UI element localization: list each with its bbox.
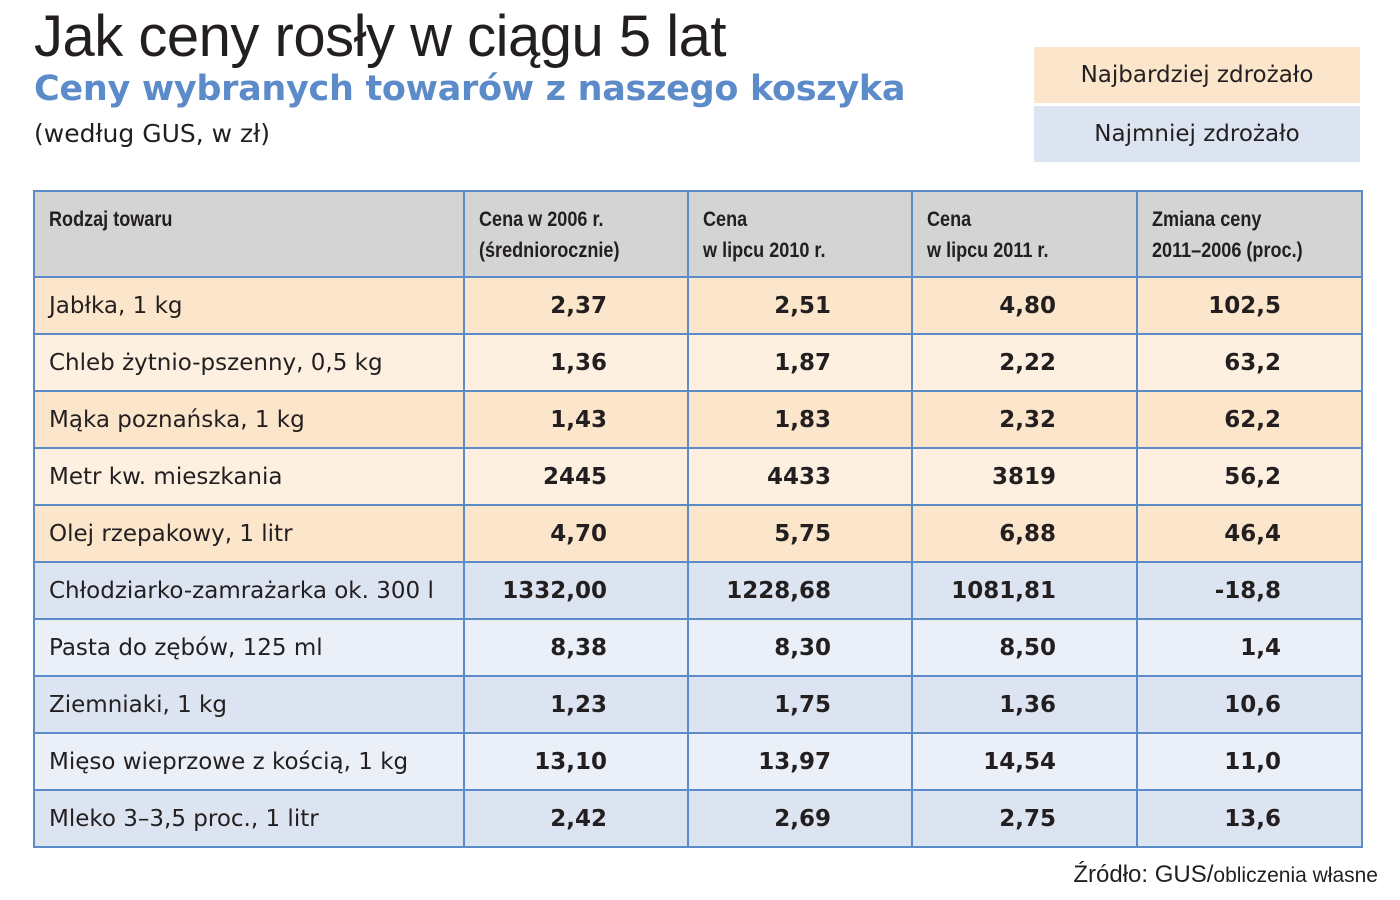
column-header: Zmiana ceny 2011–2006 (proc.) xyxy=(1136,190,1363,278)
legend-least-label: Najmniej zdrożało xyxy=(1094,121,1300,147)
price-table: Rodzaj towaru Cena w 2006 r. (średnioroc… xyxy=(33,190,1363,848)
source-footer: Źródło: GUS/obliczenia własne xyxy=(1073,858,1378,893)
subtitle: Ceny wybranych towarów z naszego koszyka xyxy=(34,69,906,109)
value-cell: 4433 xyxy=(687,447,913,506)
value-cell: 1228,68 xyxy=(687,561,913,620)
value-cell: 8,30 xyxy=(687,618,913,677)
legend-most-increased: Najbardziej zdrożało xyxy=(1034,47,1360,103)
value-cell: 1,23 xyxy=(463,675,689,734)
value-cell: 13,10 xyxy=(463,732,689,791)
value-cell: 13,6 xyxy=(1136,789,1363,848)
value-cell: 1332,00 xyxy=(463,561,689,620)
table-body: Jabłka, 1 kg 2,37 2,51 4,80 102,5 Chleb żytni… xyxy=(33,276,1363,848)
value-cell: 102,5 xyxy=(1136,276,1363,335)
value-cell: 14,54 xyxy=(911,732,1138,791)
table-row: Mięso wieprzowe z kością, 1 kg 13,10 13,97… xyxy=(33,732,1363,791)
product-name-cell: Chleb żytnio-pszenny, 0,5 kg xyxy=(33,333,465,392)
source-rest: obliczenia własne xyxy=(1213,864,1378,887)
value-cell: 1,43 xyxy=(463,390,689,449)
value-cell: 62,2 xyxy=(1136,390,1363,449)
column-header-label: Cena w 2006 r. (średniorocznie) xyxy=(479,208,620,262)
table-row: Chleb żytnio-pszenny, 0,5 kg 1,36 1,87 2,22… xyxy=(33,333,1363,392)
product-name-cell: Jabłka, 1 kg xyxy=(33,276,465,335)
column-header: Rodzaj towaru xyxy=(33,190,465,278)
value-cell: 1,83 xyxy=(687,390,913,449)
product-name-cell: Mięso wieprzowe z kością, 1 kg xyxy=(33,732,465,791)
product-name-cell: Mąka poznańska, 1 kg xyxy=(33,390,465,449)
table-row: Olej rzepakowy, 1 litr 4,70 5,75 6,88 46,4 xyxy=(33,504,1363,563)
value-cell: 13,97 xyxy=(687,732,913,791)
source-label: Źródło: GUS/ xyxy=(1073,861,1214,888)
value-cell: 1,36 xyxy=(911,675,1138,734)
value-cell: 56,2 xyxy=(1136,447,1363,506)
product-name-cell: Ziemniaki, 1 kg xyxy=(33,675,465,734)
value-cell: 11,0 xyxy=(1136,732,1363,791)
units-note: (według GUS, w zł) xyxy=(34,119,271,148)
value-cell: 1081,81 xyxy=(911,561,1138,620)
value-cell: 63,2 xyxy=(1136,333,1363,392)
value-cell: 4,70 xyxy=(463,504,689,563)
table-row: Jabłka, 1 kg 2,37 2,51 4,80 102,5 xyxy=(33,276,1363,335)
value-cell: 1,75 xyxy=(687,675,913,734)
value-cell: 6,88 xyxy=(911,504,1138,563)
value-cell: 2,69 xyxy=(687,789,913,848)
value-cell: 2,37 xyxy=(463,276,689,335)
table-header-row: Rodzaj towaru Cena w 2006 r. (średnioroc… xyxy=(33,190,1363,278)
product-name-cell: Pasta do zębów, 125 ml xyxy=(33,618,465,677)
value-cell: 3819 xyxy=(911,447,1138,506)
column-header: Cena w 2006 r. (średniorocznie) xyxy=(463,190,689,278)
value-cell: 8,38 xyxy=(463,618,689,677)
value-cell: 2,42 xyxy=(463,789,689,848)
value-cell: 46,4 xyxy=(1136,504,1363,563)
value-cell: 2445 xyxy=(463,447,689,506)
value-cell: -18,8 xyxy=(1136,561,1363,620)
table-row: Mąka poznańska, 1 kg 1,43 1,83 2,32 62,2 xyxy=(33,390,1363,449)
value-cell: 1,87 xyxy=(687,333,913,392)
column-header: Cena w lipcu 2010 r. xyxy=(687,190,913,278)
product-name-cell: Chłodziarko-zamrażarka ok. 300 l xyxy=(33,561,465,620)
value-cell: 2,32 xyxy=(911,390,1138,449)
value-cell: 2,51 xyxy=(687,276,913,335)
value-cell: 5,75 xyxy=(687,504,913,563)
value-cell: 4,80 xyxy=(911,276,1138,335)
table-row: Ziemniaki, 1 kg 1,23 1,75 1,36 10,6 xyxy=(33,675,1363,734)
value-cell: 1,36 xyxy=(463,333,689,392)
value-cell: 2,75 xyxy=(911,789,1138,848)
column-header-label: Cena w lipcu 2010 r. xyxy=(703,208,826,262)
value-cell: 2,22 xyxy=(911,333,1138,392)
table-row: Pasta do zębów, 125 ml 8,38 8,30 8,50 1,4 xyxy=(33,618,1363,677)
legend-most-label: Najbardziej zdrożało xyxy=(1080,62,1314,88)
product-name-cell: Mleko 3–3,5 proc., 1 litr xyxy=(33,789,465,848)
legend-least-increased: Najmniej zdrożało xyxy=(1034,106,1360,162)
product-name-cell: Metr kw. mieszkania xyxy=(33,447,465,506)
table-row: Mleko 3–3,5 proc., 1 litr 2,42 2,69 2,75 13,… xyxy=(33,789,1363,848)
value-cell: 8,50 xyxy=(911,618,1138,677)
value-cell: 1,4 xyxy=(1136,618,1363,677)
column-header-label: Cena w lipcu 2011 r. xyxy=(927,208,1049,262)
column-header: Cena w lipcu 2011 r. xyxy=(911,190,1138,278)
table-row: Metr kw. mieszkania 2445 4433 3819 56,2 xyxy=(33,447,1363,506)
product-name-cell: Olej rzepakowy, 1 litr xyxy=(33,504,465,563)
page-title: Jak ceny rosły w ciągu 5 lat xyxy=(34,4,726,69)
column-header-label: Zmiana ceny 2011–2006 (proc.) xyxy=(1152,208,1303,262)
value-cell: 10,6 xyxy=(1136,675,1363,734)
column-header-label: Rodzaj towaru xyxy=(49,208,173,231)
table-row: Chłodziarko-zamrażarka ok. 300 l 1332,00 1… xyxy=(33,561,1363,620)
